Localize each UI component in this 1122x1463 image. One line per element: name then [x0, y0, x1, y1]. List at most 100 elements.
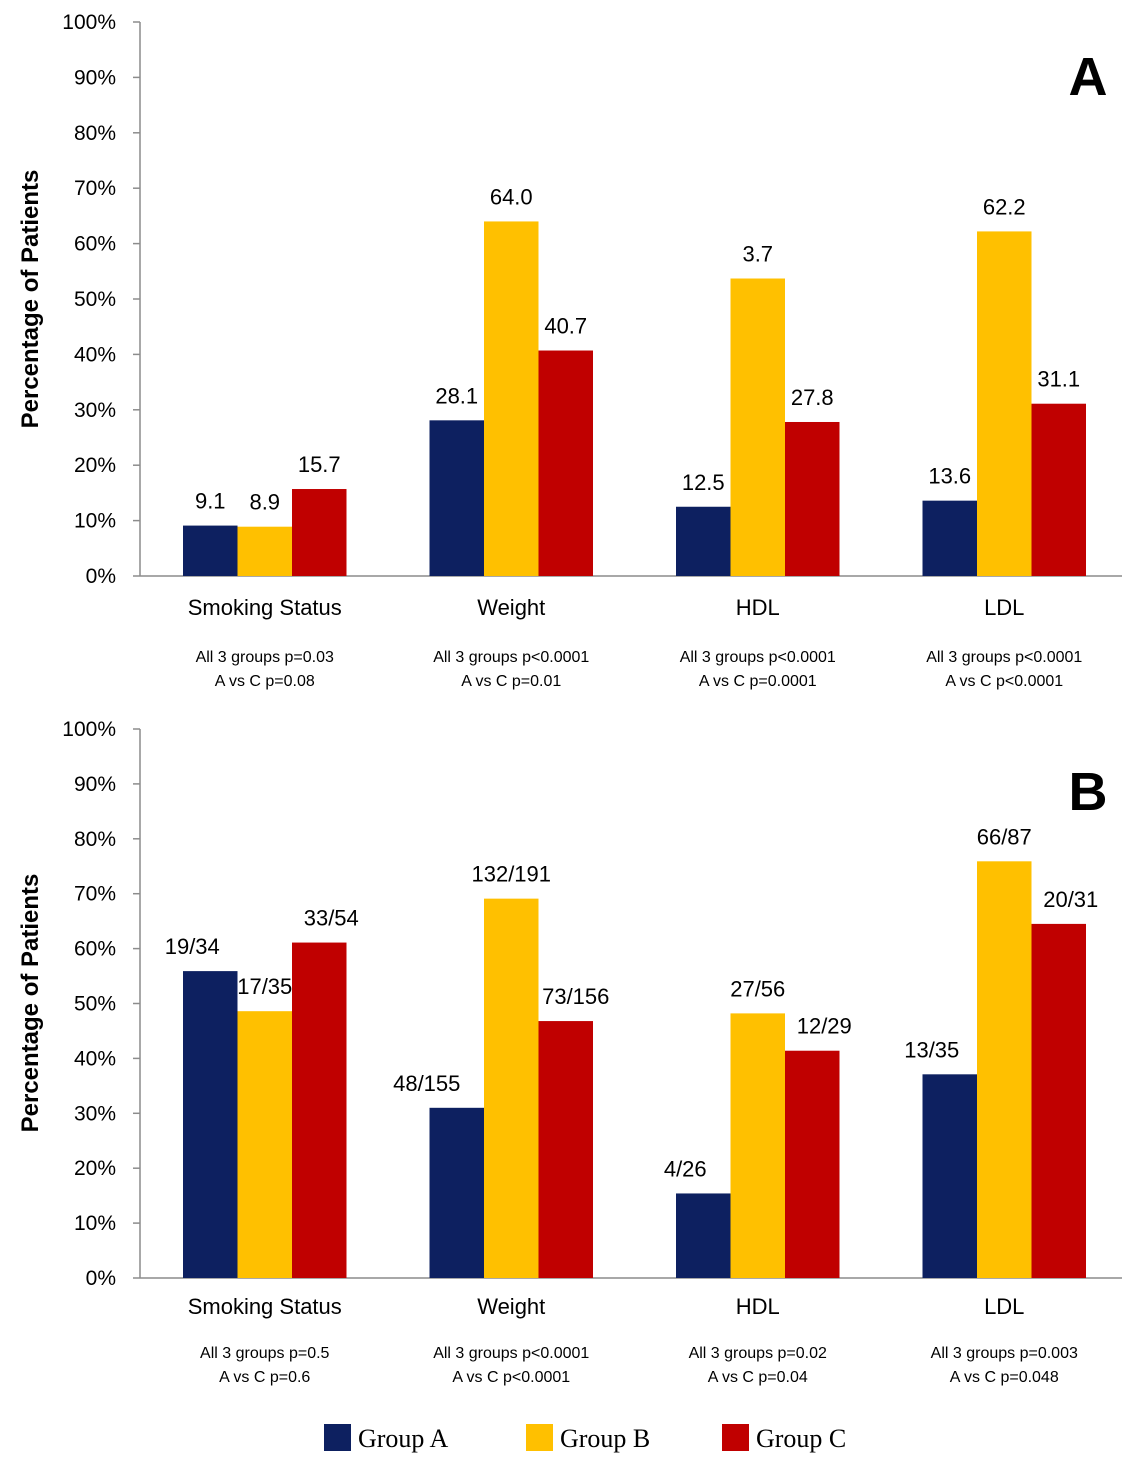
y-tick-label: 30%	[74, 399, 116, 422]
panel-label: A	[1069, 47, 1108, 107]
data-label: 28.1	[435, 383, 478, 408]
legend-swatch-group-c	[722, 1424, 749, 1451]
y-tick-label: 80%	[74, 122, 116, 145]
stat-line: All 3 groups p=0.02	[689, 1345, 827, 1362]
y-tick-label: 100%	[62, 718, 116, 741]
y-tick-label: 90%	[74, 773, 116, 796]
y-tick-label: 60%	[74, 233, 116, 256]
bar-group-b	[730, 1013, 785, 1278]
data-label: 132/191	[471, 862, 551, 887]
bar-group-c	[538, 1021, 593, 1278]
bar-group-b	[977, 861, 1032, 1278]
bar-group-c	[292, 489, 347, 576]
data-label: 62.2	[983, 194, 1026, 219]
data-label: 9.1	[195, 489, 226, 514]
chart-panel-a: 0% 10% 20% 30% 40% 50% 60% 70% 80% 90% 100% Percent…	[17, 11, 1122, 690]
y-tick-label: 80%	[74, 828, 116, 851]
legend: Group A Group B Group C	[324, 1424, 846, 1453]
stat-line: All 3 groups p=0.03	[196, 649, 334, 666]
stat-line: A vs C p=0.6	[219, 1369, 310, 1386]
bar-group-a	[183, 525, 238, 576]
data-label: 12.5	[682, 470, 725, 495]
data-label: 64.0	[490, 184, 533, 209]
stat-line: All 3 groups p=0.5	[200, 1345, 330, 1362]
y-tick-label: 10%	[74, 510, 116, 533]
y-tick-label: 10%	[74, 1212, 116, 1235]
data-label: 12/29	[797, 1014, 852, 1039]
data-label: 73/156	[542, 984, 609, 1009]
stat-line: All 3 groups p<0.0001	[680, 649, 836, 666]
category-label: Weight	[477, 595, 545, 620]
bar-group-b	[730, 278, 785, 576]
stat-line: A vs C p=0.048	[950, 1369, 1059, 1386]
legend-swatch-group-b	[526, 1424, 553, 1451]
data-label: 66/87	[977, 824, 1032, 849]
category-label: Smoking Status	[188, 595, 342, 620]
bar-group-c	[292, 942, 347, 1278]
bar-group-c	[538, 350, 593, 576]
category-label: Weight	[477, 1294, 545, 1319]
stat-line: A vs C p=0.01	[461, 673, 561, 690]
y-tick-label: 20%	[74, 454, 116, 477]
data-label: 27.8	[791, 385, 834, 410]
bar-group-b	[977, 231, 1032, 577]
y-tick-label: 0%	[86, 565, 116, 588]
legend-label: Group C	[756, 1424, 846, 1453]
bar-group-b	[237, 526, 292, 576]
category-label: LDL	[984, 595, 1024, 620]
y-tick-label: 40%	[74, 1047, 116, 1070]
stat-line: A vs C p<0.0001	[945, 673, 1063, 690]
stat-line: All 3 groups p=0.003	[931, 1345, 1078, 1362]
stat-line: A vs C p=0.0001	[699, 673, 817, 690]
bar-group-b	[237, 1011, 292, 1278]
stat-line: All 3 groups p<0.0001	[433, 1345, 589, 1362]
category-label: LDL	[984, 1294, 1024, 1319]
data-label: 40.7	[544, 314, 587, 339]
bar-group-a	[183, 971, 238, 1278]
bar-group-a	[676, 506, 731, 576]
bar-group-c	[785, 1050, 840, 1278]
data-label: 31.1	[1037, 367, 1080, 392]
bar-group-c	[1031, 403, 1086, 576]
panel-label: B	[1069, 762, 1108, 822]
y-axis-title: Percentage of Patients	[17, 874, 44, 1133]
data-label: 33/54	[304, 906, 359, 931]
y-tick-label: 70%	[74, 883, 116, 906]
bar-group-a	[922, 1074, 977, 1278]
stat-line: A vs C p=0.04	[708, 1369, 808, 1386]
data-label: 13/35	[904, 1037, 959, 1062]
data-label: 8.9	[249, 490, 280, 515]
bar-group-a	[922, 500, 977, 576]
legend-swatch-group-a	[324, 1424, 351, 1451]
data-label: 4/26	[664, 1156, 707, 1181]
category-label: Smoking Status	[188, 1294, 342, 1319]
y-tick-label: 20%	[74, 1157, 116, 1180]
stat-line: All 3 groups p<0.0001	[926, 649, 1082, 666]
bar-group-a	[676, 1193, 731, 1278]
stat-line: A vs C p=0.08	[215, 673, 315, 690]
stat-line: All 3 groups p<0.0001	[433, 649, 589, 666]
category-label: HDL	[736, 1294, 780, 1319]
data-label: 17/35	[237, 974, 292, 999]
y-axis-title: Percentage of Patients	[17, 170, 44, 429]
data-label: 27/56	[730, 976, 785, 1001]
data-label: 20/31	[1043, 887, 1098, 912]
y-tick-label: 60%	[74, 938, 116, 961]
data-label: 19/34	[165, 934, 220, 959]
data-label: 3.7	[742, 242, 773, 267]
legend-label: Group A	[358, 1424, 449, 1453]
y-tick-label: 50%	[74, 288, 116, 311]
data-label: 48/155	[393, 1071, 460, 1096]
bar-group-c	[785, 421, 840, 576]
bar-group-b	[484, 221, 539, 576]
y-tick-label: 30%	[74, 1102, 116, 1125]
data-label: 13.6	[928, 464, 971, 489]
y-tick-label: 0%	[86, 1267, 116, 1290]
bar-group-a	[429, 420, 484, 576]
bar-group-c	[1031, 923, 1086, 1278]
y-tick-label: 90%	[74, 66, 116, 89]
data-label: 15.7	[298, 452, 341, 477]
y-tick-label: 100%	[62, 11, 116, 34]
bar-group-a	[429, 1107, 484, 1278]
